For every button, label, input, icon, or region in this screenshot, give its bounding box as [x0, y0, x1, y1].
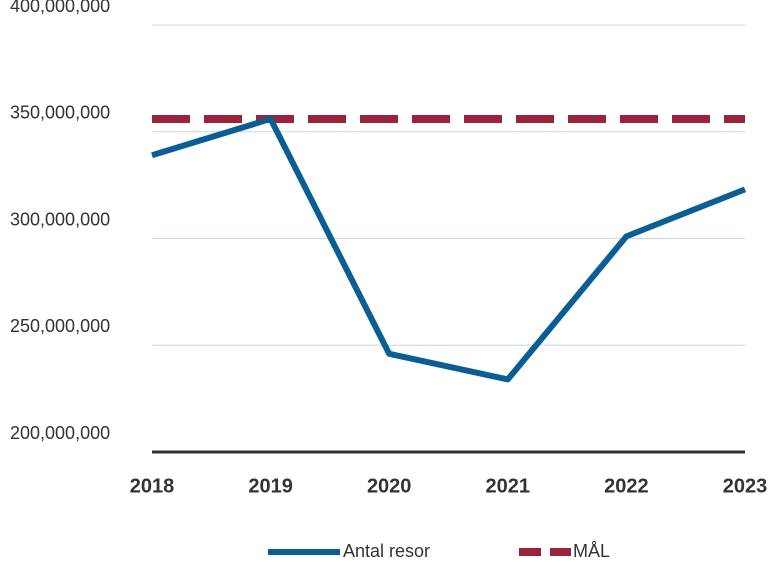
legend-label: MÅL	[573, 541, 610, 561]
x-tick-label: 2023	[723, 475, 768, 497]
legend-label: Antal resor	[343, 541, 430, 561]
x-tick-label: 2018	[130, 475, 175, 497]
x-tick-label: 2021	[486, 475, 531, 497]
y-tick-label: 200,000,000	[10, 423, 110, 443]
y-tick-label: 300,000,000	[10, 209, 110, 229]
y-tick-label: 400,000,000	[10, 0, 110, 16]
y-tick-label: 250,000,000	[10, 316, 110, 336]
x-tick-label: 2020	[367, 475, 412, 497]
series-line	[151, 115, 747, 383]
x-tick-label: 2022	[604, 475, 649, 497]
y-tick-label: 350,000,000	[10, 103, 110, 123]
x-tick-label: 2019	[248, 475, 293, 497]
